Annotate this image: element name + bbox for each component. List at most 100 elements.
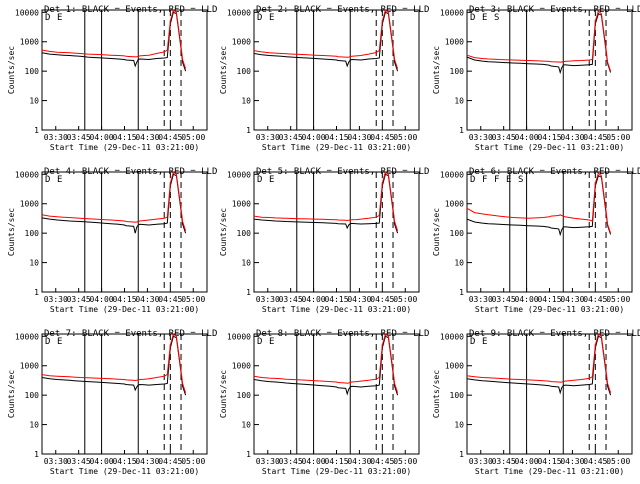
plot-frame: [41, 171, 208, 293]
y-tick-label: 10000: [227, 332, 251, 341]
y-axis-label: Counts/sec: [432, 46, 441, 94]
y-tick-label: 1: [459, 288, 464, 297]
y-tick-label: 10000: [15, 8, 39, 17]
y-tick-label: 100: [25, 391, 40, 400]
y-tick-label: 100: [25, 67, 40, 76]
x-tick-label: 04:15: [324, 295, 348, 304]
x-tick-label: 03:30: [44, 133, 68, 142]
x-tick-label: 03:45: [279, 295, 303, 304]
x-tick-label: 04:15: [112, 295, 136, 304]
y-tick-label: 1: [246, 126, 251, 135]
y-tick-label: 10: [29, 259, 39, 268]
panel-flag: E: [269, 13, 274, 23]
x-tick-label: 03:30: [256, 133, 280, 142]
series-lld-line: [253, 9, 399, 69]
x-tick-label: 04:30: [560, 133, 584, 142]
y-axis-label: Counts/sec: [219, 370, 228, 418]
y-tick-label: 10: [241, 421, 251, 430]
x-tick-label: 04:45: [158, 133, 182, 142]
x-tick-label: 04:15: [537, 457, 561, 466]
x-tick-label: 03:30: [469, 295, 493, 304]
x-tick-label: 03:45: [279, 133, 303, 142]
y-tick-label: 10000: [15, 332, 39, 341]
x-tick-label: 04:00: [515, 133, 539, 142]
y-tick-label: 1: [34, 450, 39, 459]
panel-flag: E: [57, 13, 62, 23]
panel-flag: E: [506, 175, 511, 185]
x-tick-label: 05:00: [606, 457, 630, 466]
x-axis-label: Start Time (29-Dec-11 03:21:00): [475, 305, 624, 314]
x-tick-label: 04:15: [112, 457, 136, 466]
x-tick-label: 03:45: [492, 133, 516, 142]
y-tick-label: 10: [454, 421, 464, 430]
x-axis-label: Start Time (29-Dec-11 03:21:00): [475, 467, 624, 476]
x-tick-label: 03:45: [67, 133, 91, 142]
panel-8: Det 8: BLACK = Events, RED = LLD11010010…: [219, 329, 429, 476]
plot-frame: [253, 9, 420, 131]
y-tick-label: 100: [450, 67, 465, 76]
x-tick-label: 03:45: [492, 295, 516, 304]
series-events-line: [466, 174, 612, 237]
panel-flag: E: [482, 337, 487, 347]
y-tick-label: 100: [25, 229, 40, 238]
panel-9: Det 9: BLACK = Events, RED = LLD11010010…: [432, 329, 640, 476]
y-tick-label: 10: [454, 259, 464, 268]
x-tick-label: 04:30: [135, 457, 159, 466]
y-axis-label: Counts/sec: [7, 370, 16, 418]
x-tick-label: 05:00: [181, 295, 205, 304]
y-tick-label: 100: [237, 391, 252, 400]
x-tick-label: 03:45: [67, 295, 91, 304]
y-tick-label: 1: [459, 450, 464, 459]
series-events-line: [253, 335, 399, 396]
panel-flag: D: [257, 13, 262, 23]
x-tick-label: 04:30: [347, 295, 371, 304]
panel-5: Det 5: BLACK = Events, RED = LLD11010010…: [219, 167, 429, 314]
panel-flag: D: [45, 337, 50, 347]
x-tick-label: 04:30: [560, 457, 584, 466]
y-tick-label: 1: [459, 126, 464, 135]
plot-frame: [41, 333, 208, 455]
panel-flag: D: [470, 13, 475, 23]
plot-frame: [466, 9, 633, 131]
y-axis-label: Counts/sec: [219, 208, 228, 256]
y-tick-label: 10: [241, 97, 251, 106]
x-axis-label: Start Time (29-Dec-11 03:21:00): [475, 143, 624, 152]
x-tick-label: 04:45: [370, 133, 394, 142]
y-axis-label: Counts/sec: [219, 46, 228, 94]
x-tick-label: 04:45: [583, 295, 607, 304]
series-events-line: [466, 12, 612, 75]
x-tick-label: 04:00: [90, 133, 114, 142]
x-tick-label: 05:00: [181, 457, 205, 466]
y-tick-label: 1000: [445, 38, 464, 47]
x-tick-label: 04:15: [537, 295, 561, 304]
panel-7: Det 7: BLACK = Events, RED = LLD11010010…: [7, 329, 217, 476]
x-axis-label: Start Time (29-Dec-11 03:21:00): [50, 305, 199, 314]
panel-flag: F: [482, 175, 487, 185]
panel-3: Det 3: BLACK = Events, RED = LLD11010010…: [432, 5, 640, 152]
y-tick-label: 10000: [440, 170, 464, 179]
x-tick-label: 05:00: [606, 295, 630, 304]
y-tick-label: 1000: [232, 362, 251, 371]
panel-flag: E: [57, 337, 62, 347]
panel-flag: D: [45, 13, 50, 23]
panel-4: Det 4: BLACK = Events, RED = LLD11010010…: [7, 167, 217, 314]
x-tick-label: 03:45: [492, 457, 516, 466]
x-axis-label: Start Time (29-Dec-11 03:21:00): [50, 467, 199, 476]
series-events-line: [253, 173, 399, 234]
x-tick-label: 03:30: [469, 133, 493, 142]
y-tick-label: 100: [237, 67, 252, 76]
x-tick-label: 04:00: [302, 295, 326, 304]
y-tick-label: 1000: [445, 200, 464, 209]
y-tick-label: 10000: [15, 170, 39, 179]
x-tick-label: 04:45: [583, 457, 607, 466]
x-tick-label: 04:30: [135, 133, 159, 142]
series-lld-line: [41, 333, 187, 393]
y-tick-label: 10000: [440, 332, 464, 341]
panel-flag: E: [269, 175, 274, 185]
panel-flag: F: [494, 175, 499, 185]
panel-6: Det 6: BLACK = Events, RED = LLD11010010…: [432, 167, 640, 314]
x-tick-label: 04:15: [537, 133, 561, 142]
x-tick-label: 04:00: [302, 133, 326, 142]
y-tick-label: 1000: [232, 38, 251, 47]
series-lld-line: [253, 333, 399, 393]
